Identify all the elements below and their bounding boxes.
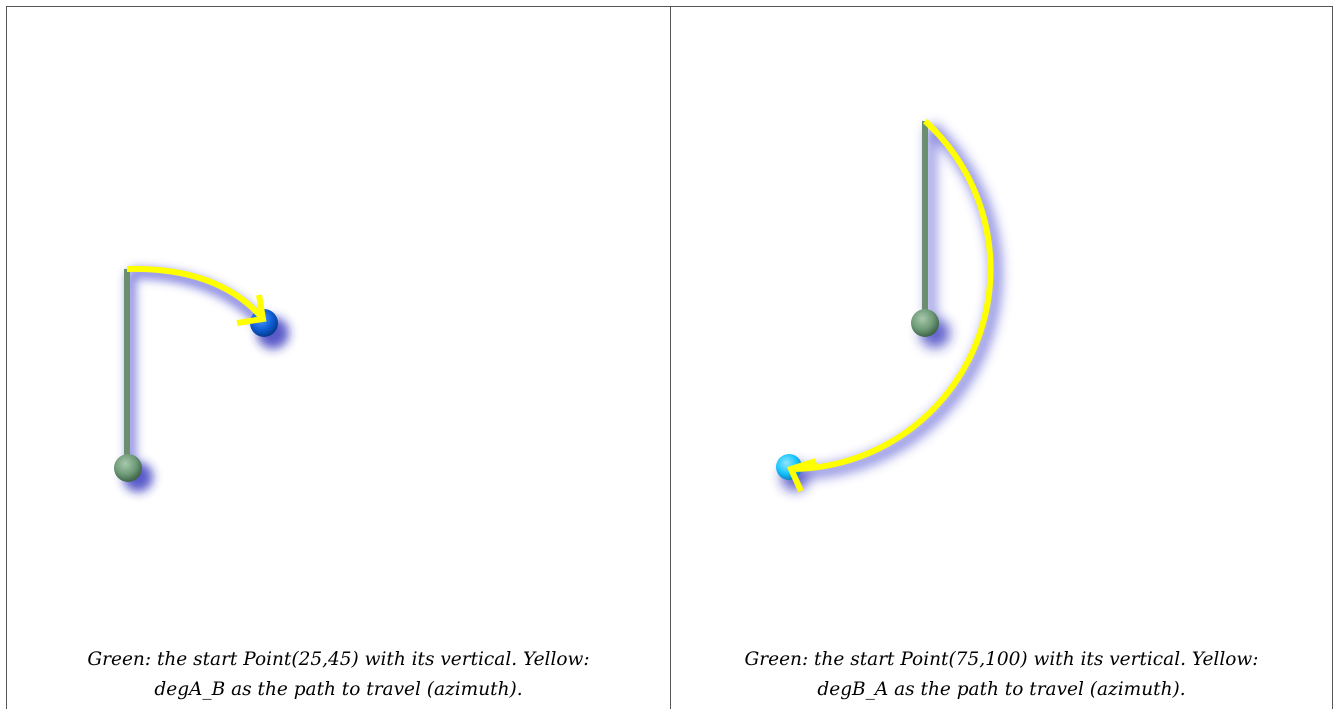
caption-right-line2: degB_A as the path to travel (azimuth). (817, 679, 1186, 700)
start-point-right (911, 309, 939, 337)
azimuth-arc-right (792, 118, 994, 472)
caption-right-line1: Green: the start Point(75,100) with its … (744, 649, 1259, 670)
caption-left-line2: degA_B as the path to travel (azimuth). (154, 679, 523, 700)
panel-right: Green: the start Point(75,100) with its … (671, 7, 1332, 709)
path-shadow-right (781, 122, 1002, 491)
path-shadow-left (123, 268, 289, 492)
caption-right: Green: the start Point(75,100) with its … (671, 645, 1332, 705)
panel-left: Green: the start Point(25,45) with its v… (7, 7, 671, 709)
arrowhead-right (786, 458, 817, 493)
caption-left: Green: the start Point(25,45) with its v… (7, 645, 670, 705)
start-point-left (114, 454, 142, 482)
azimuth-diagram-right (776, 118, 1002, 493)
arrowhead-left (236, 294, 267, 326)
azimuth-diagram-left (114, 265, 289, 492)
azimuth-arc-left (126, 265, 266, 321)
figure-table: Green: the start Point(25,45) with its v… (6, 6, 1333, 709)
caption-left-line1: Green: the start Point(25,45) with its v… (87, 649, 590, 670)
